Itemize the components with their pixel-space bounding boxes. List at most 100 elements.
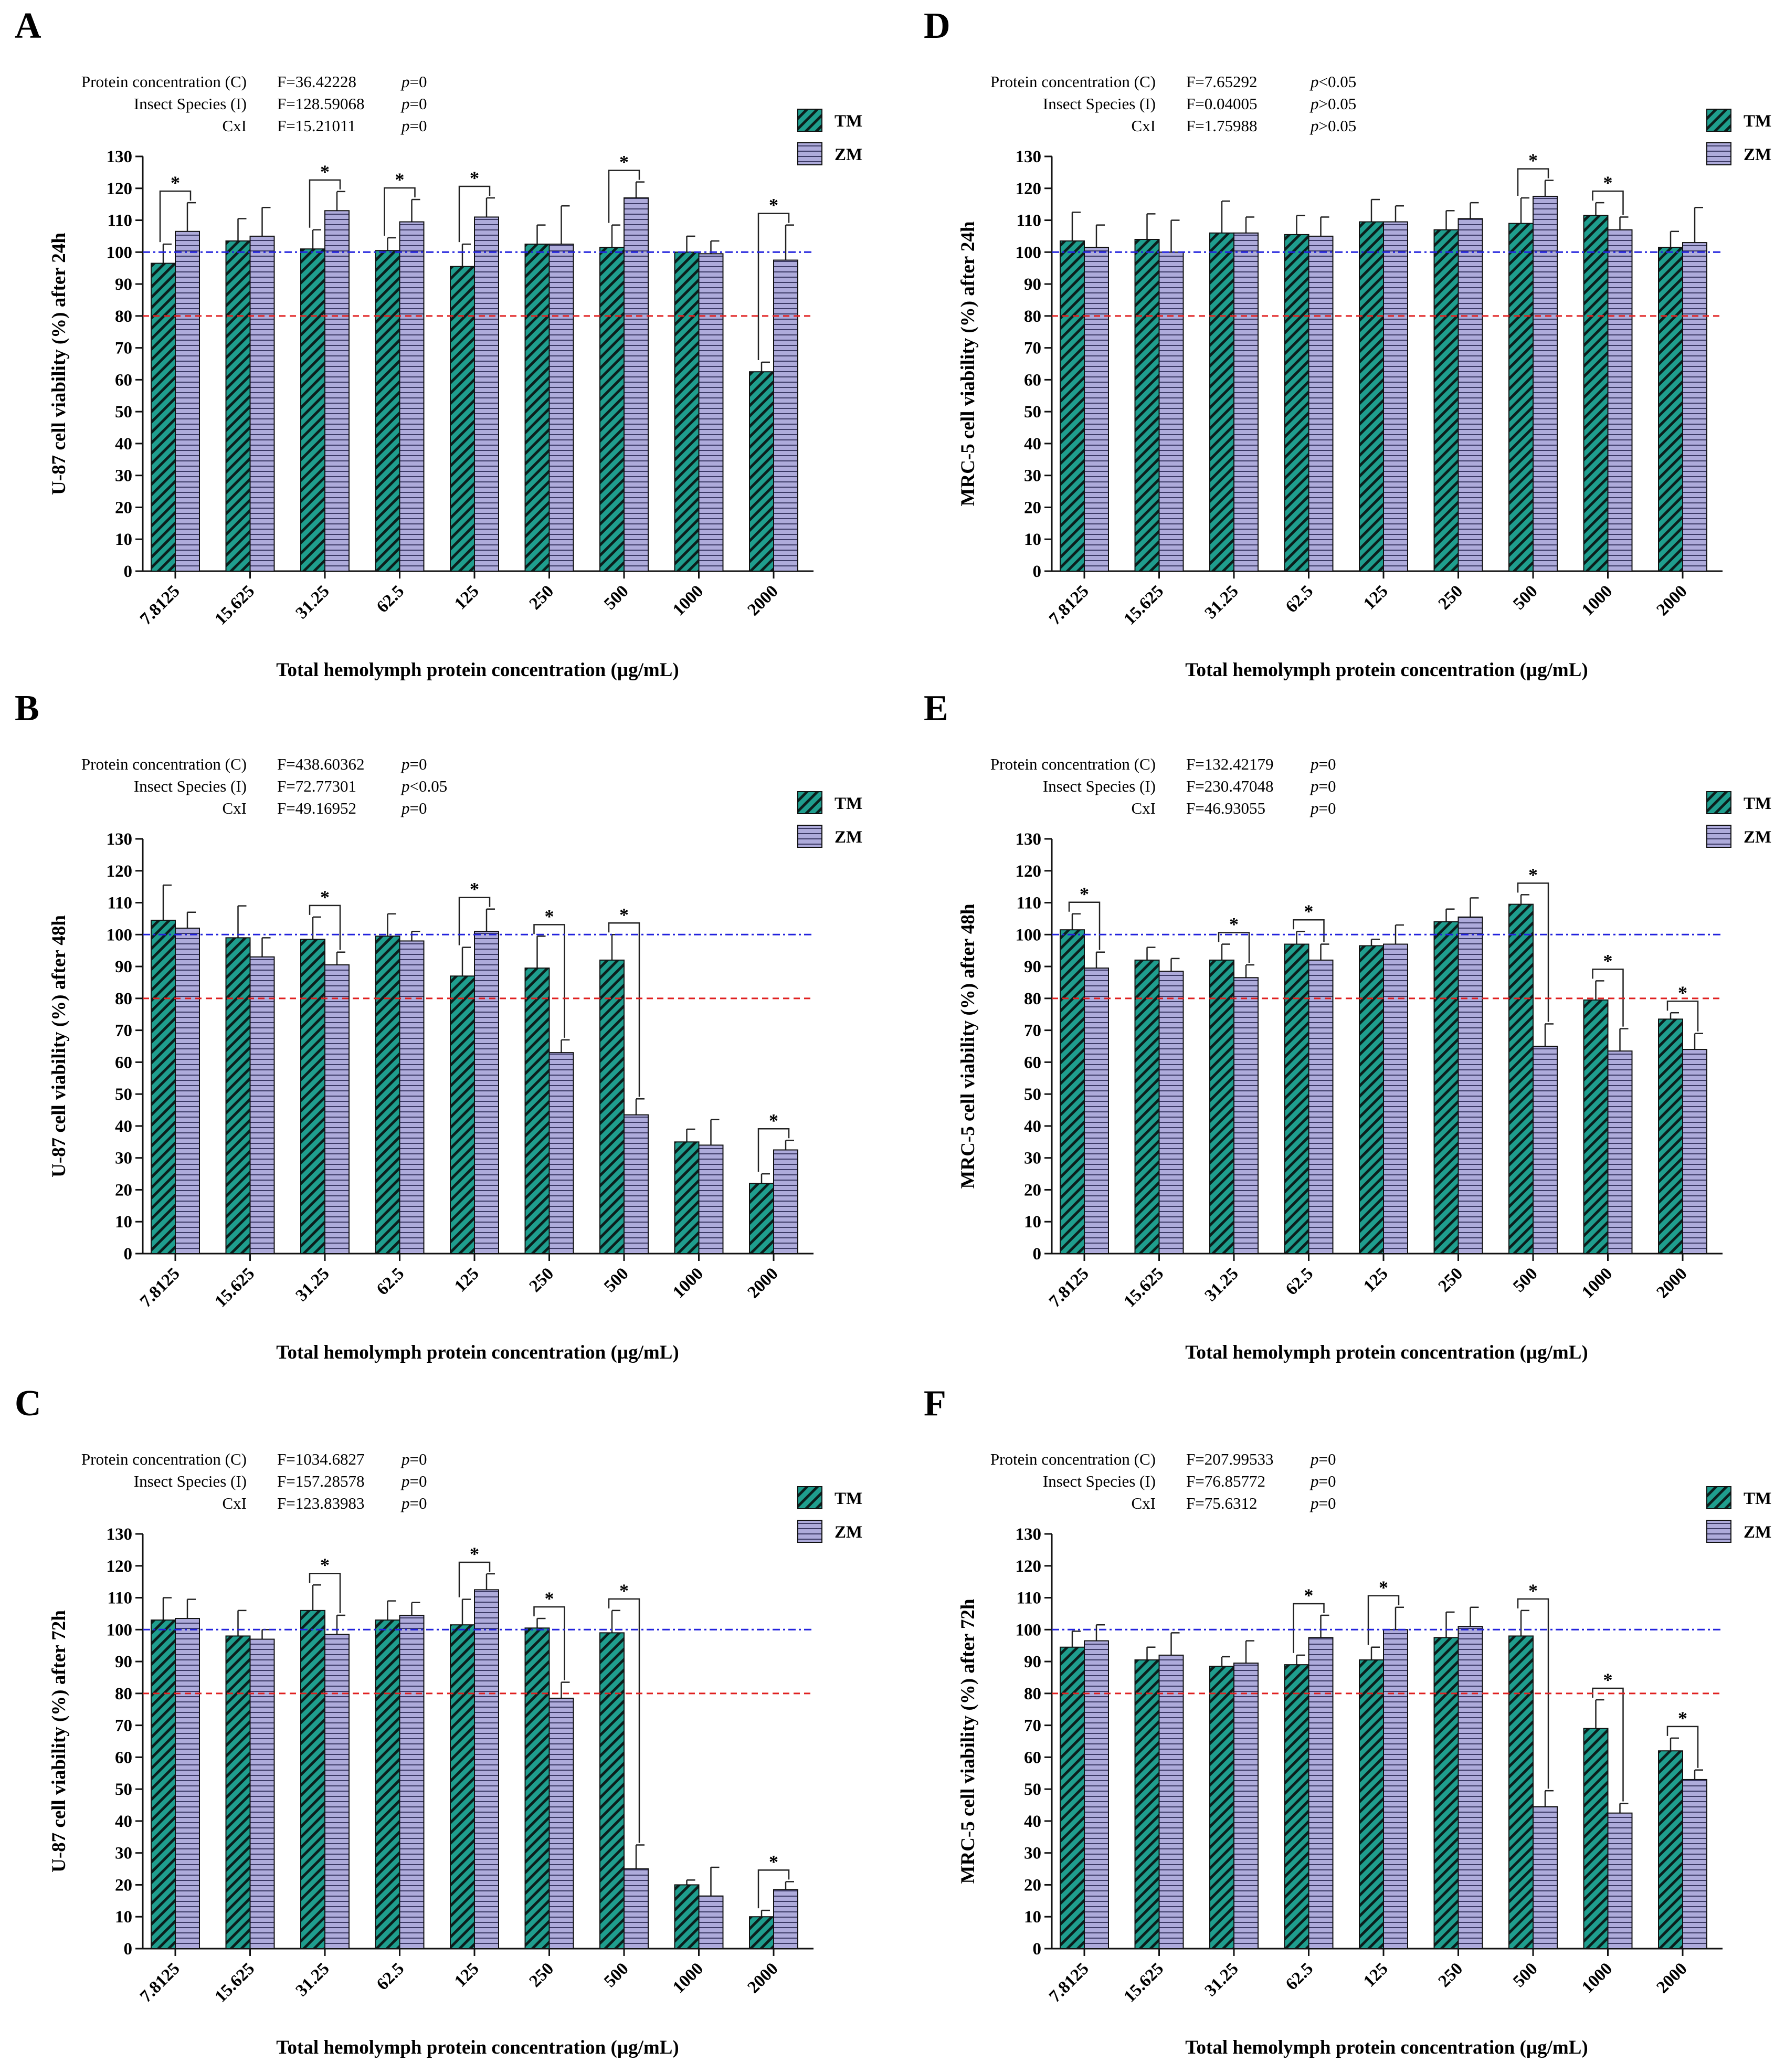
x-tick-label: 125	[451, 1264, 482, 1296]
y-axis-title: MRC-5 cell viability (%) after 24h	[957, 221, 979, 506]
bar-zm	[1233, 232, 1259, 572]
legend-swatch-tm	[797, 109, 822, 132]
y-tick-label: 90	[115, 958, 132, 976]
y-tick-label: 50	[1024, 1085, 1041, 1104]
significance-star: *	[1603, 1669, 1613, 1690]
x-tick-label: 31.25	[292, 1264, 333, 1305]
y-tick-label: 80	[115, 1685, 132, 1703]
bar-tm	[1134, 1659, 1160, 1949]
significance-bracket	[1367, 1595, 1400, 1645]
y-tick-label: 120	[1016, 862, 1042, 881]
significance-bracket	[458, 897, 491, 945]
x-tick-label: 2000	[1653, 1264, 1691, 1302]
bar-zm	[1383, 943, 1408, 1254]
p-comparison: =0	[410, 1494, 427, 1512]
bar-tm	[300, 939, 325, 1254]
stat-label: Insect Species (I)	[134, 94, 247, 113]
stat-label: Protein concentration (C)	[81, 72, 247, 91]
bar-zm	[474, 931, 499, 1254]
y-tick-label: 130	[107, 1525, 133, 1544]
x-tick-label: 31.25	[292, 582, 333, 623]
legend-swatch-zm	[797, 142, 822, 165]
y-tick-label: 130	[107, 148, 133, 166]
bar-tm	[1508, 1635, 1534, 1949]
bar-tm	[1060, 240, 1085, 572]
legend-swatch-tm	[1706, 109, 1731, 132]
y-tick-label: 40	[1024, 1812, 1041, 1831]
bar-zm	[324, 1634, 350, 1949]
stat-p-value: p=0	[1309, 755, 1336, 773]
y-tick-label: 80	[1024, 1685, 1041, 1703]
x-tick-label: 500	[600, 1264, 632, 1296]
y-tick-label: 90	[115, 1653, 132, 1671]
bar-tm	[375, 1619, 400, 1950]
significance-star: *	[545, 906, 554, 927]
bar-zm	[1233, 977, 1259, 1254]
bar-zm	[1607, 229, 1633, 572]
stat-f-value: F=1.75988	[1186, 117, 1257, 135]
bar-tm	[151, 1619, 176, 1950]
x-tick-label: 31.25	[1201, 582, 1242, 623]
legend-label-tm: TM	[835, 1489, 862, 1508]
bar-tm	[225, 1635, 251, 1949]
bar-zm	[698, 1144, 724, 1255]
significance-bracket	[384, 187, 416, 236]
stat-f-value: F=49.16952	[277, 799, 356, 817]
x-axis-title: Total hemolymph protein concentration (µ…	[1185, 1342, 1588, 1363]
p-comparison: =0	[1319, 755, 1336, 773]
p-symbol: p	[400, 72, 410, 91]
y-tick-label: 100	[107, 925, 133, 944]
p-comparison: <0.05	[410, 777, 448, 795]
significance-star: *	[470, 1543, 479, 1564]
y-tick-label: 70	[115, 339, 132, 358]
y-tick-label: 110	[107, 894, 132, 913]
stat-p-value: p=0	[400, 1472, 427, 1490]
y-tick-label: 120	[107, 862, 133, 881]
bar-zm	[1682, 242, 1707, 572]
bar-tm	[1433, 921, 1459, 1254]
bar-tm	[1433, 1637, 1459, 1949]
stat-label: CxI	[223, 1494, 247, 1512]
y-tick-label: 60	[1024, 1748, 1041, 1767]
x-tick-label: 1000	[669, 582, 707, 619]
y-tick-label: 0	[1033, 1940, 1042, 1959]
panel-letter: F	[924, 1383, 946, 1424]
y-tick-label: 30	[115, 1149, 132, 1168]
y-axis-title: U-87 cell viability (%) after 48h	[48, 915, 70, 1177]
x-tick-label: 250	[1435, 1959, 1466, 1991]
bar-tm	[524, 967, 550, 1254]
bar-zm	[249, 235, 275, 572]
bar-tm	[1060, 1646, 1085, 1949]
x-tick-label: 1000	[669, 1264, 707, 1302]
significance-bracket	[309, 1572, 341, 1613]
significance-star: *	[1304, 1585, 1314, 1606]
stat-label: Protein concentration (C)	[81, 755, 247, 773]
x-tick-label: 1000	[1578, 582, 1616, 619]
stat-f-value: F=1034.6827	[277, 1450, 364, 1468]
bar-zm	[1607, 1812, 1633, 1949]
legend-label-tm: TM	[835, 794, 862, 813]
bar-tm	[674, 1141, 700, 1254]
legend-label-zm: ZM	[835, 1523, 862, 1542]
p-comparison: =0	[410, 94, 427, 113]
significance-bracket	[1666, 1726, 1699, 1768]
x-axis-title: Total hemolymph protein concentration (µ…	[276, 659, 679, 681]
x-tick-label: 1000	[1578, 1264, 1616, 1302]
significance-bracket	[757, 1869, 790, 1909]
y-tick-label: 130	[1016, 830, 1042, 849]
p-symbol: p	[1309, 1450, 1319, 1468]
stat-f-value: F=15.21011	[277, 117, 356, 135]
stat-f-value: F=157.28578	[277, 1472, 364, 1490]
x-tick-label: 125	[1360, 1959, 1391, 1991]
x-tick-label: 62.5	[1282, 1264, 1317, 1299]
bar-zm	[1084, 967, 1109, 1254]
legend-swatch-zm	[797, 825, 822, 848]
p-symbol: p	[400, 94, 410, 113]
legend-label-zm: ZM	[1744, 1523, 1771, 1542]
y-tick-label: 70	[1024, 339, 1041, 358]
p-symbol: p	[400, 1450, 410, 1468]
bar-tm	[151, 919, 176, 1254]
bar-zm	[773, 259, 798, 572]
